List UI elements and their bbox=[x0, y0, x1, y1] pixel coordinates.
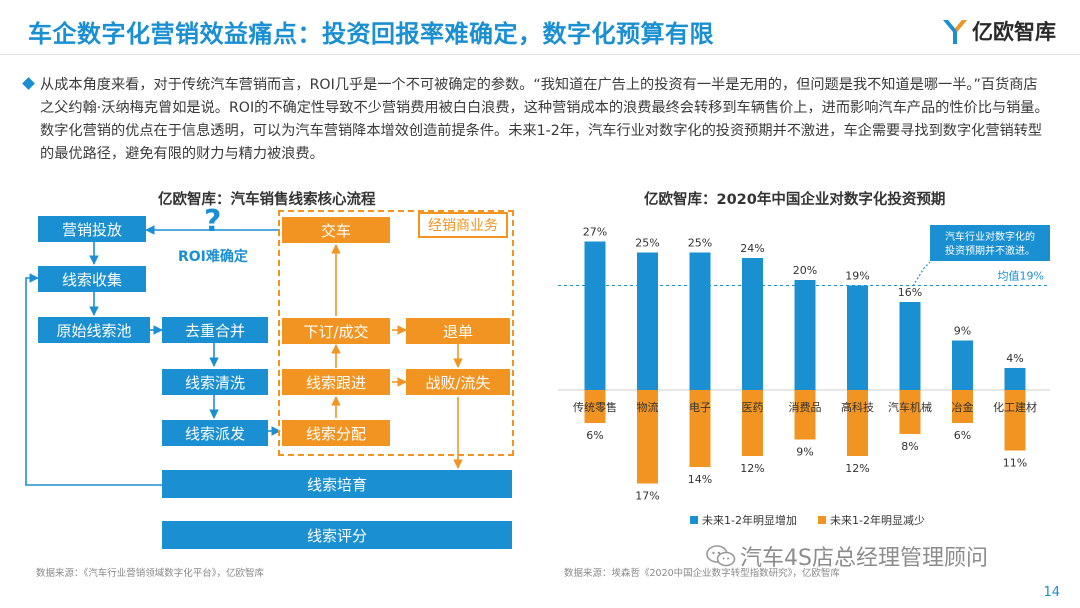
bar-decrease bbox=[952, 390, 973, 423]
bar-increase bbox=[899, 302, 921, 390]
node-lead-nurture: 线索培育 bbox=[162, 470, 512, 498]
category-label: 冶金 bbox=[952, 400, 974, 414]
annotation-line-1: 汽车行业对数字化的 bbox=[945, 230, 1035, 243]
bar-increase bbox=[952, 340, 973, 390]
category-label: 物流 bbox=[637, 400, 659, 414]
bar-increase bbox=[794, 280, 816, 390]
page-title: 车企数字化营销效益痛点：投资回报率难确定，数字化预算有限 bbox=[28, 20, 714, 48]
dealer-business-frame bbox=[278, 210, 514, 456]
category-label: 医药 bbox=[742, 401, 764, 414]
data-label-decrease: 8% bbox=[901, 440, 918, 453]
node-follow-up: 线索跟进 bbox=[282, 369, 390, 395]
chart-source: 数据来源：埃森哲《2020中国企业数字转型指数研究》，亿欧智库 bbox=[564, 568, 840, 579]
data-label-decrease: 6% bbox=[954, 429, 971, 442]
flow-source: 数据来源：《汽车行业营销领域数字化平台》，亿欧智库 bbox=[36, 568, 265, 579]
bar-decrease bbox=[637, 390, 658, 484]
dealer-business-label: 经销商业务 bbox=[418, 212, 508, 238]
data-label-decrease: 9% bbox=[796, 446, 813, 459]
legend-swatch bbox=[818, 516, 826, 524]
category-label: 电子 bbox=[689, 401, 711, 414]
node-raw-pool: 原始线索池 bbox=[38, 317, 150, 343]
node-lead-clean: 线索清洗 bbox=[162, 369, 268, 395]
node-lead-dispatch: 线索派发 bbox=[162, 420, 268, 446]
bar-decrease bbox=[1004, 390, 1026, 451]
wechat-icon bbox=[706, 545, 736, 567]
data-label-decrease: 12% bbox=[740, 462, 764, 475]
node-lead-collect: 线索收集 bbox=[38, 266, 146, 292]
node-lead-assign: 线索分配 bbox=[282, 420, 390, 446]
annotation-line-2: 投资预期并不激进。 bbox=[945, 244, 1035, 257]
data-label-decrease: 12% bbox=[845, 462, 869, 475]
bar-increase bbox=[689, 252, 711, 390]
node-defeat: 战败/流失 bbox=[406, 369, 510, 395]
watermark-text: 汽车4S店总经理管理顾问 bbox=[740, 546, 988, 571]
logo-text: 亿欧智库 bbox=[972, 20, 1056, 44]
node-dedupe: 去重合并 bbox=[162, 317, 268, 343]
data-label-increase: 27% bbox=[583, 226, 607, 239]
bar-decrease bbox=[584, 390, 606, 423]
data-label-increase: 24% bbox=[740, 242, 764, 255]
intro-text: 从成本角度来看，对于传统汽车营销而言，ROI几乎是一个不可被确定的参数。“我知道… bbox=[40, 77, 1049, 162]
node-order: 下订/成交 bbox=[282, 318, 390, 344]
category-label: 化工建材 bbox=[993, 400, 1037, 414]
question-mark-icon: ? bbox=[204, 204, 222, 239]
bar-decrease bbox=[742, 390, 763, 456]
data-label-increase: 25% bbox=[635, 237, 659, 250]
roi-uncertain-label: ROI难确定 bbox=[178, 249, 248, 265]
data-label-increase: 4% bbox=[1006, 352, 1023, 365]
bar-decrease bbox=[794, 390, 816, 440]
bar-increase bbox=[742, 258, 763, 390]
annotation-pointer bbox=[912, 261, 931, 287]
data-label-decrease: 17% bbox=[635, 490, 659, 503]
average-label: 均值19% bbox=[998, 270, 1044, 283]
page-number: 14 bbox=[1043, 585, 1060, 600]
node-marketing: 营销投放 bbox=[38, 216, 146, 242]
bar-decrease bbox=[847, 390, 868, 456]
node-lead-score: 线索评分 bbox=[162, 521, 512, 549]
bar-increase bbox=[637, 252, 658, 390]
chart-title: 亿欧智库：2020年中国企业对数字化投资预期 bbox=[644, 192, 946, 208]
data-label-increase: 20% bbox=[793, 264, 817, 277]
legend-swatch bbox=[690, 516, 698, 524]
flow-title: 亿欧智库：汽车销售线索核心流程 bbox=[158, 192, 376, 208]
data-label-decrease: 6% bbox=[586, 429, 603, 442]
bar-increase bbox=[847, 285, 868, 390]
data-label-decrease: 14% bbox=[688, 473, 712, 486]
data-label-increase: 25% bbox=[688, 237, 712, 250]
data-label-decrease: 11% bbox=[1003, 457, 1027, 470]
category-label: 高科技 bbox=[841, 400, 874, 414]
watermark: 汽车4S店总经理管理顾问 bbox=[706, 540, 988, 572]
legend-label: 未来1-2年明显减少 bbox=[830, 513, 925, 527]
node-delivery: 交车 bbox=[282, 217, 390, 243]
node-refund: 退单 bbox=[406, 318, 510, 344]
legend-label: 未来1-2年明显增加 bbox=[702, 513, 797, 527]
data-label-increase: 9% bbox=[954, 325, 971, 338]
bar-decrease bbox=[689, 390, 711, 467]
category-label: 消费品 bbox=[789, 400, 822, 414]
annotation-box bbox=[930, 225, 1050, 261]
logo-mark-icon bbox=[943, 20, 967, 44]
bar-increase bbox=[584, 241, 606, 390]
bar-decrease bbox=[899, 390, 921, 434]
intro-paragraph: 从成本角度来看，对于传统汽车营销而言，ROI几乎是一个不可被确定的参数。“我知道… bbox=[22, 74, 1050, 166]
data-label-increase: 16% bbox=[898, 286, 922, 299]
bar-increase bbox=[1004, 368, 1026, 390]
category-label: 汽车机械 bbox=[888, 400, 932, 414]
brand-logo: 亿欧智库 bbox=[940, 16, 1056, 46]
title-divider bbox=[0, 54, 1080, 55]
category-label: 传统零售 bbox=[573, 400, 617, 414]
data-label-increase: 19% bbox=[845, 270, 869, 283]
